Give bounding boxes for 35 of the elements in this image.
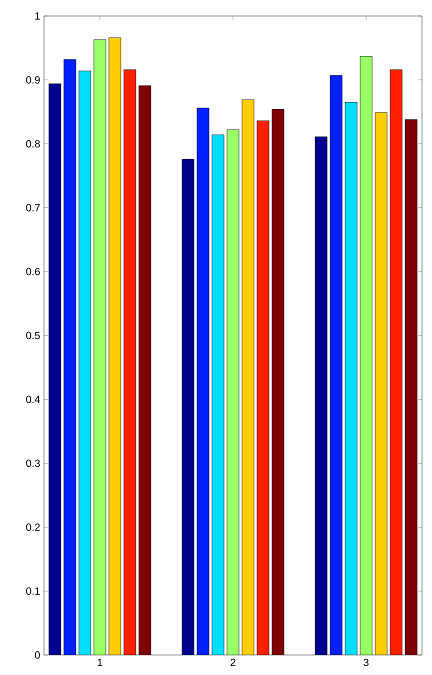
bar — [48, 84, 62, 655]
bar — [212, 134, 224, 655]
bar — [196, 108, 210, 655]
y-tick-label: 0.5 — [26, 332, 40, 340]
bar — [182, 158, 194, 655]
bar — [108, 38, 122, 655]
bar — [226, 130, 240, 655]
bar — [242, 100, 254, 655]
y-tick-label: 0.6 — [26, 268, 40, 276]
x-tick-label: 1 — [98, 658, 102, 666]
bar — [314, 136, 328, 655]
bar — [138, 85, 152, 655]
y-tick-label: 0.9 — [26, 76, 40, 84]
x-tick-label: 3 — [364, 658, 369, 666]
bar — [124, 69, 136, 655]
bar — [272, 109, 284, 655]
bar — [390, 69, 402, 655]
x-tick-label: 2 — [230, 658, 236, 666]
bar — [360, 56, 372, 655]
y-tick-label: 0.7 — [26, 204, 40, 212]
y-tick-label: 1 — [35, 12, 40, 20]
bar — [94, 39, 106, 655]
bar — [344, 102, 358, 655]
bar — [256, 120, 270, 655]
y-tick-label: 0.1 — [26, 587, 40, 595]
bar — [78, 70, 92, 655]
y-tick-label: 0.4 — [26, 396, 40, 404]
y-tick-label: 0.2 — [26, 524, 40, 531]
bar — [64, 59, 76, 655]
y-tick-label: 0 — [34, 651, 40, 659]
bar — [330, 75, 342, 655]
y-tick-label: 0.8 — [26, 140, 40, 148]
y-tick-label: 0.3 — [26, 460, 40, 468]
bar — [404, 119, 418, 655]
bar — [374, 112, 388, 655]
